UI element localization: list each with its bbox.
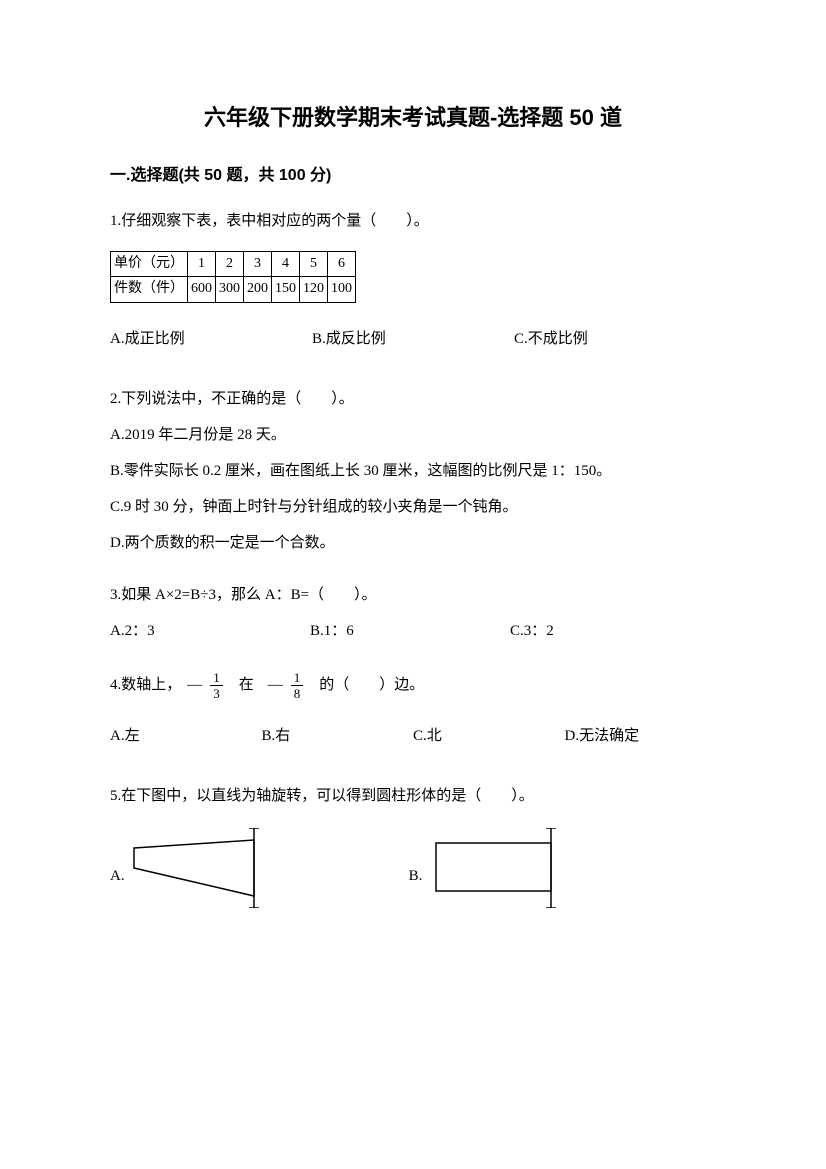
option-c: C.9 时 30 分，钟面上时针与分针组成的较小夹角是一个钝角。 xyxy=(110,495,716,519)
question-4: 4.数轴上， — 1 3 在 — 1 8 的（ ）边。 A.左 B.右 C.北 … xyxy=(110,671,716,748)
option-c: C.3：2 xyxy=(510,619,710,643)
option-a: A.左 xyxy=(110,724,262,748)
denominator: 8 xyxy=(291,686,304,700)
q4-text: 4.数轴上， — 1 3 在 — 1 8 的（ ）边。 xyxy=(110,671,716,700)
minus-sign: — xyxy=(187,673,202,697)
table-cell: 6 xyxy=(328,251,356,276)
fraction-1-8: 1 8 xyxy=(291,671,304,700)
option-b: B.右 xyxy=(262,724,414,748)
q4-mid1: 在 xyxy=(239,673,254,697)
q1-text: 1.仔细观察下表，表中相对应的两个量（ ）。 xyxy=(110,209,716,233)
option-b: B.1：6 xyxy=(310,619,510,643)
denominator: 3 xyxy=(210,686,223,700)
shape-option-a: A. xyxy=(110,828,259,908)
question-5: 5.在下图中，以直线为轴旋转，可以得到圆柱形体的是（ ）。 A. B. xyxy=(110,784,716,908)
rectangle-shape-icon xyxy=(426,828,556,908)
table-cell: 600 xyxy=(188,277,216,302)
question-3: 3.如果 A×2=B÷3，那么 A：B=（ ）。 A.2：3 B.1：6 C.3… xyxy=(110,583,716,643)
table-cell: 200 xyxy=(244,277,272,302)
option-b-label: B. xyxy=(409,864,423,908)
table-cell: 件数（件） xyxy=(111,277,188,302)
q5-shapes: A. B. xyxy=(110,828,716,908)
minus-sign: — xyxy=(268,673,283,697)
q1-options: A.成正比例 B.成反比例 C.不成比例 xyxy=(110,327,716,351)
q2-text: 2.下列说法中，不正确的是（ ）。 xyxy=(110,387,716,411)
question-1: 1.仔细观察下表，表中相对应的两个量（ ）。 单价（元） 1 2 3 4 5 6… xyxy=(110,209,716,351)
option-a-label: A. xyxy=(110,864,125,908)
option-a: A.2：3 xyxy=(110,619,310,643)
table-cell: 4 xyxy=(272,251,300,276)
numerator: 1 xyxy=(291,671,304,686)
fraction-1-3: 1 3 xyxy=(210,671,223,700)
table-cell: 5 xyxy=(300,251,328,276)
q2-options: A.2019 年二月份是 28 天。 B.零件实际长 0.2 厘米，画在图纸上长… xyxy=(110,423,716,555)
numerator: 1 xyxy=(210,671,223,686)
option-c: C.不成比例 xyxy=(514,327,716,351)
q3-text: 3.如果 A×2=B÷3，那么 A：B=（ ）。 xyxy=(110,583,716,607)
q4-mid2: 的（ ）边。 xyxy=(319,673,424,697)
option-b: B.零件实际长 0.2 厘米，画在图纸上长 30 厘米，这幅图的比例尺是 1：1… xyxy=(110,459,716,483)
option-c: C.北 xyxy=(413,724,565,748)
table-cell: 单价（元） xyxy=(111,251,188,276)
question-2: 2.下列说法中，不正确的是（ ）。 A.2019 年二月份是 28 天。 B.零… xyxy=(110,387,716,555)
option-b: B.成反比例 xyxy=(312,327,514,351)
page-title: 六年级下册数学期末考试真题-选择题 50 道 xyxy=(110,100,716,135)
option-a: A.2019 年二月份是 28 天。 xyxy=(110,423,716,447)
shape-option-b: B. xyxy=(409,828,557,908)
option-a: A.成正比例 xyxy=(110,327,312,351)
option-d: D.无法确定 xyxy=(565,724,717,748)
q4-prefix: 4.数轴上， xyxy=(110,673,181,697)
q3-options: A.2：3 B.1：6 C.3：2 xyxy=(110,619,716,643)
table-cell: 3 xyxy=(244,251,272,276)
table-cell: 100 xyxy=(328,277,356,302)
table-row: 件数（件） 600 300 200 150 120 100 xyxy=(111,277,356,302)
q4-options: A.左 B.右 C.北 D.无法确定 xyxy=(110,724,716,748)
table-cell: 300 xyxy=(216,277,244,302)
q5-text: 5.在下图中，以直线为轴旋转，可以得到圆柱形体的是（ ）。 xyxy=(110,784,716,808)
table-cell: 2 xyxy=(216,251,244,276)
section-header: 一.选择题(共 50 题，共 100 分) xyxy=(110,163,716,189)
table-cell: 150 xyxy=(272,277,300,302)
trapezoid-shape-icon xyxy=(129,828,259,908)
table-row: 单价（元） 1 2 3 4 5 6 xyxy=(111,251,356,276)
table-cell: 120 xyxy=(300,277,328,302)
q1-table: 单价（元） 1 2 3 4 5 6 件数（件） 600 300 200 150 … xyxy=(110,251,356,303)
table-cell: 1 xyxy=(188,251,216,276)
option-d: D.两个质数的积一定是一个合数。 xyxy=(110,531,716,555)
